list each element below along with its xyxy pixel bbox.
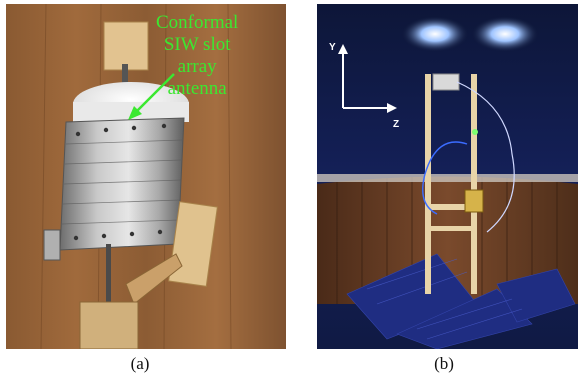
lamp-left [401,16,469,52]
laser-indicator [472,129,478,135]
antenna-under-test [464,189,484,213]
horn-antenna [432,73,460,91]
wood-block-bottom [79,301,139,349]
photo-antenna: Conformal SIW slot array antenna [6,4,286,349]
chamber-photo-illustration [317,4,578,349]
sma-connector [43,229,61,261]
lamp-right [471,16,539,52]
wooden-fence [317,176,578,304]
tower-right-post [471,74,477,294]
axis-y-label: Y [329,42,336,53]
caption-b: (b) [434,354,454,373]
photo-chamber: Y Z [317,4,578,349]
absorber-pyramids [346,253,576,349]
caption-a: (a) [130,354,150,373]
antenna-photo-illustration [6,4,286,349]
tower-left-post [425,74,431,294]
coordinate-axes [342,52,389,109]
annotation-arrow [133,73,175,115]
wood-block-top [103,21,149,71]
antenna-annotation: Conformal SIW slot array antenna [156,12,239,99]
conformal-cylinder [59,117,185,251]
axis-z-label: Z [393,119,400,130]
